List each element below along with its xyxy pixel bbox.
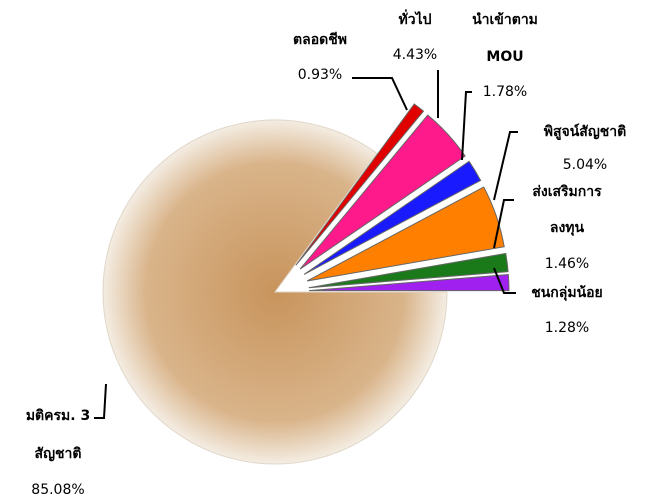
pie-slice [102,119,448,465]
value-label: 5.04% [563,157,607,173]
category-label: นำเข้าตาม [472,12,538,28]
value-label: 1.46% [545,256,589,272]
pie-slice [303,160,482,275]
slices [102,103,510,465]
leader-lines [94,70,518,419]
pie-slice [308,274,510,292]
category-label: มติครม. 3 [26,408,90,424]
pie-slice [308,252,509,289]
category-label: ส่งเสริมการ [532,184,602,200]
labels: ตลอดชีพ 0.93% ทั่วไป 4.43% นำเข้าตาม MOU 1.78%… [26,9,626,498]
value-label: 4.43% [393,47,437,63]
category-label: ชนกลุ่มน้อย [531,285,603,301]
value-label: 85.08% [31,482,84,498]
leader-line [94,383,107,419]
leader-line [352,77,408,111]
leader-line [493,199,514,249]
value-label: 1.78% [483,84,527,100]
category-label: MOU [486,49,523,65]
pie-slice [299,114,466,270]
value-label: 1.28% [545,320,589,336]
category-label: ทั่วไป [398,9,431,28]
category-label: ตลอดชีพ [293,32,347,48]
pie-slice [306,186,505,282]
leader-line [461,91,472,161]
leader-line [493,267,516,294]
category-label: พิสูจน์สัญชาติ [544,123,626,140]
category-label: ลงทุน [550,220,585,236]
pie-slice [295,103,425,266]
leader-line [493,131,518,201]
value-label: 0.93% [298,67,342,83]
category-label: สัญชาติ [35,446,82,462]
